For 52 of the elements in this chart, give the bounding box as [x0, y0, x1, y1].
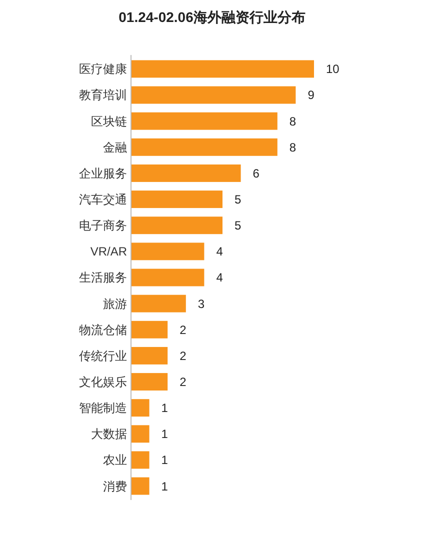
data-label: 2	[180, 348, 187, 363]
bar	[131, 346, 168, 364]
data-label: 1	[161, 479, 168, 494]
bar	[131, 86, 296, 104]
y-tick-label: 大数据	[91, 427, 127, 442]
y-tick-label: 医疗健康	[79, 62, 127, 76]
data-label: 2	[180, 374, 187, 389]
y-tick-label: 消费	[103, 479, 127, 494]
data-label: 8	[289, 114, 296, 128]
bar	[131, 399, 150, 417]
data-label: 2	[180, 322, 187, 337]
data-label: 4	[216, 244, 224, 259]
bar	[131, 373, 168, 391]
bar	[131, 425, 150, 443]
data-label: 1	[161, 427, 168, 442]
y-tick-label: 农业	[103, 453, 127, 468]
data-label: 5	[234, 218, 242, 233]
bar	[131, 477, 150, 495]
data-label: 10	[326, 62, 340, 76]
bar	[131, 320, 168, 338]
y-tick-label: 金融	[103, 140, 127, 154]
data-label: 1	[161, 453, 168, 468]
data-label: 5	[234, 192, 242, 206]
data-label: 6	[252, 166, 260, 180]
y-tick-label: 物流仓储	[79, 322, 127, 337]
bar	[131, 294, 186, 312]
y-tick-label: 文化娱乐	[79, 374, 127, 389]
chart-title: 01.24-02.06海外融资行业分布	[118, 9, 306, 25]
bar	[131, 138, 278, 156]
data-label: 9	[308, 88, 315, 102]
data-label: 8	[289, 140, 296, 154]
bar	[131, 268, 204, 286]
bar	[131, 242, 204, 260]
y-tick-label: 生活服务	[79, 270, 127, 285]
y-tick-label: 汽车交通	[79, 192, 127, 206]
bar	[131, 112, 278, 130]
data-label: 3	[198, 296, 205, 311]
y-tick-label: 智能制造	[79, 401, 127, 416]
data-label: 4	[216, 270, 224, 285]
y-tick-label: 传统行业	[79, 348, 127, 363]
bar	[131, 164, 241, 182]
y-tick-label: 企业服务	[79, 166, 127, 180]
y-tick-label: 区块链	[91, 114, 127, 128]
y-tick-label: VR/AR	[90, 244, 128, 259]
bar	[131, 190, 222, 208]
y-tick-label: 教育培训	[79, 88, 127, 102]
y-tick-label: 电子商务	[79, 218, 127, 233]
bar	[131, 216, 222, 234]
y-tick-label: 旅游	[103, 296, 127, 311]
data-label: 1	[161, 401, 168, 416]
bar	[131, 60, 314, 78]
bar	[131, 451, 150, 469]
